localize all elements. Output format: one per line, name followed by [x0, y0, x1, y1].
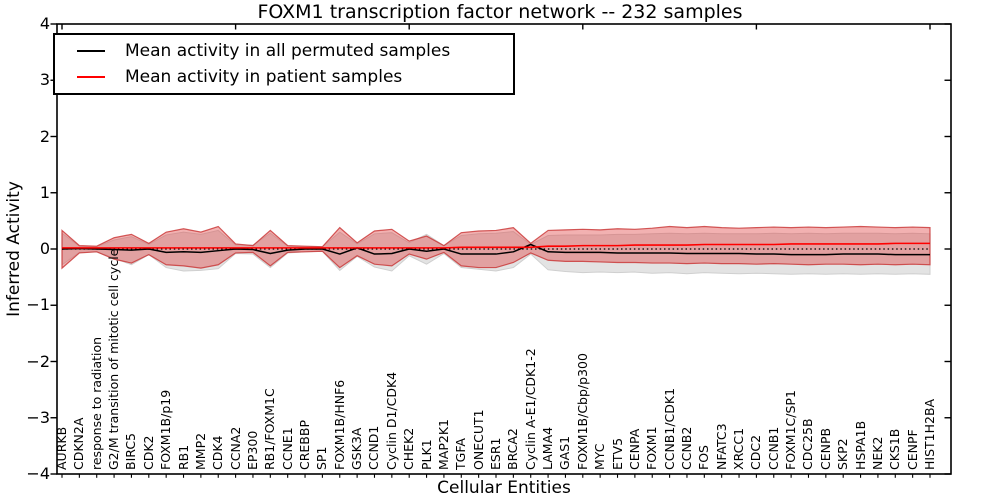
legend-item-label: Mean activity in all permuted samples	[125, 40, 451, 61]
x-tick-label: CENPB	[817, 427, 833, 470]
legend-item-patient: Mean activity in patient samples	[55, 67, 513, 87]
x-tick-label: ONECUT1	[470, 409, 486, 470]
chart-title: FOXM1 transcription factor network -- 23…	[257, 1, 743, 23]
x-tick-label: FOXM1B/Cbp/p300	[574, 353, 590, 470]
x-tick-label: XRCC1	[731, 427, 747, 470]
x-tick-label: FOXM1	[644, 426, 660, 470]
x-tick-label: SP1	[314, 446, 330, 470]
x-tick-label: CDC25B	[800, 418, 816, 470]
x-tick-label: CDC2	[748, 434, 764, 470]
x-tick-label: RB1	[175, 444, 191, 470]
x-tick-label: FOXM1B/p19	[158, 389, 174, 470]
x-tick-label: CKS1B	[887, 428, 903, 470]
x-tick-label: AURKB	[54, 426, 69, 470]
y-tick-label: 1	[39, 182, 50, 202]
x-tick-label: FOS	[696, 445, 712, 470]
x-tick-label: FOXM1B/HNF6	[331, 379, 347, 470]
x-tick-label: MAP2K1	[435, 419, 451, 470]
x-tick-label: LAMA4	[540, 426, 556, 470]
x-tick-label: FOXM1C/SP1	[783, 390, 799, 470]
x-tick-label: CCNB1/CDK1	[661, 387, 677, 470]
x-tick-label: G2/M transition of mitotic cell cycle	[106, 248, 122, 470]
x-tick-label: NFATC3	[713, 423, 729, 470]
y-tick-label: −3	[26, 407, 50, 427]
permuted-mean-line	[61, 243, 930, 256]
x-tick-label: response to radiation	[88, 336, 104, 470]
x-tick-label: ETV5	[609, 437, 625, 470]
x-tick-label: TGFA	[453, 438, 469, 470]
x-tick-label: CCND1	[366, 425, 382, 470]
legend-item-permuted: Mean activity in all permuted samples	[55, 41, 513, 61]
x-tick-label: Cyclin D1/CDK4	[383, 371, 399, 470]
x-tick-label: GAS1	[557, 435, 573, 470]
x-tick-label: BIRC5	[123, 432, 139, 470]
y-tick-label: 2	[39, 126, 50, 146]
y-tick-label: −1	[26, 295, 50, 315]
x-tick-label: BRCA2	[505, 428, 521, 470]
x-tick-label: CCNE1	[279, 427, 295, 470]
x-tick-label: PLK1	[418, 439, 434, 470]
axis-ticks	[50, 23, 951, 478]
x-tick-label: MMP2	[192, 432, 208, 470]
y-tick-label: 0	[39, 239, 50, 258]
x-axis-label: Cellular Entities	[437, 478, 571, 498]
x-tick-label: NEK2	[869, 436, 885, 470]
x-tick-label: CDKN2A	[71, 417, 87, 470]
y-tick-label: 3	[39, 70, 50, 90]
x-tick-label: CDK2	[140, 435, 156, 470]
legend: Mean activity in all permuted samples Me…	[53, 33, 515, 95]
x-tick-label: CENPF	[904, 429, 920, 470]
permuted-line-swatch	[77, 49, 105, 52]
x-tick-label: ESR1	[488, 437, 503, 470]
y-tick-label: 4	[39, 14, 50, 33]
legend-item-label: Mean activity in patient samples	[125, 66, 403, 87]
y-tick-label: −2	[26, 351, 50, 371]
x-tick-label: EP300	[244, 430, 260, 470]
x-tick-label: CENPA	[626, 428, 642, 470]
x-tick-label: GSK3A	[349, 427, 365, 470]
x-tick-label: CCNB2	[678, 426, 694, 470]
x-tick-label: Cyclin A-E1/CDK1-2	[522, 348, 538, 470]
x-tick-label: MYC	[592, 443, 608, 470]
patient-line-swatch	[77, 76, 105, 79]
x-tick-label: CCNA2	[227, 426, 243, 470]
x-tick-label: SKP2	[835, 438, 851, 470]
x-tick-label: CDK4	[210, 435, 226, 470]
patient-mean-line	[62, 242, 930, 249]
x-tick-label: HSPA1B	[852, 420, 868, 470]
x-tick-label: CREBBP	[297, 420, 313, 470]
x-tick-label: CHEK2	[401, 427, 417, 470]
x-tick-label: RB1/FOXM1C	[262, 388, 278, 470]
x-tick-label: HIST1H2BA	[922, 398, 937, 470]
x-tick-label: CCNB1	[765, 426, 781, 470]
y-tick-label: −4	[26, 464, 50, 483]
